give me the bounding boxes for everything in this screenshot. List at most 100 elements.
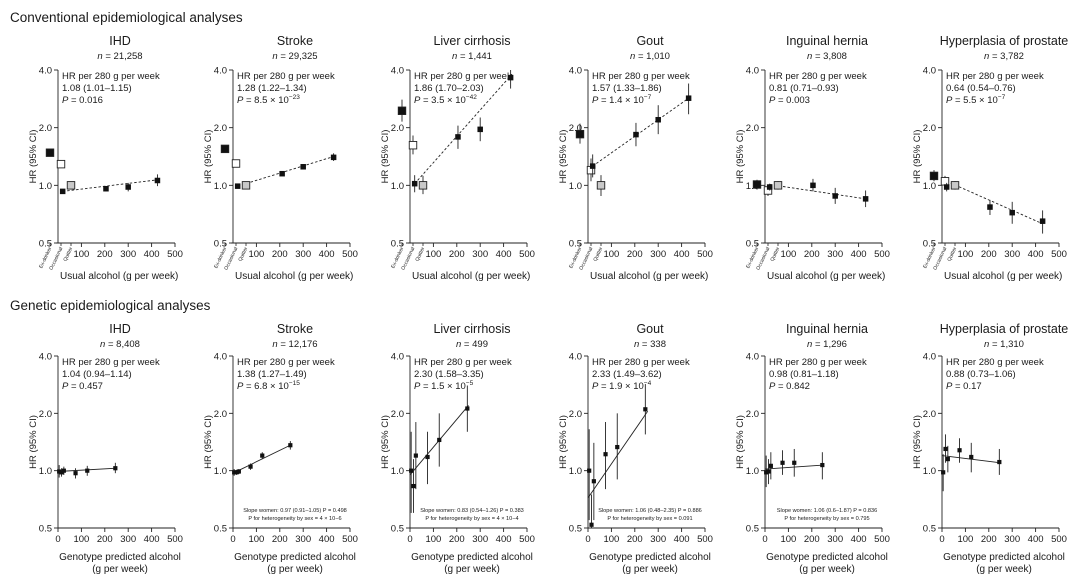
stat-label: HR per 280 g per week [237, 357, 335, 368]
stat-label: HR per 280 g per week [946, 71, 1044, 82]
category-marker-quitter [950, 181, 960, 190]
x-tick-label: 100 [248, 249, 264, 260]
stat-label: HR per 280 g per week [769, 357, 867, 368]
data-point [655, 116, 661, 123]
y-tick-label: 2.0 [746, 123, 759, 134]
category-tick-label: Quitter [947, 246, 959, 262]
x-tick-label: 0 [939, 534, 944, 545]
x-tick-label: 100 [603, 534, 619, 545]
y-tick-label: 2.0 [391, 123, 404, 134]
stat-label: HR per 280 g per week [237, 71, 335, 82]
x-tick-label: 500 [519, 534, 535, 545]
fit-line [946, 180, 1043, 225]
data-point [413, 453, 418, 458]
n-label: n = 499 [456, 339, 488, 350]
y-axis-label: HR (95% CI) [735, 130, 746, 184]
x-tick-label: 300 [472, 534, 488, 545]
y-tick-label: 2.0 [39, 409, 52, 420]
stat-hr-value: 0.81 (0.71–0.93) [769, 83, 839, 94]
y-tick-label: 1.0 [746, 466, 759, 477]
category-marker-exdrinker [220, 144, 230, 154]
data-point [437, 437, 442, 443]
chart-panel-conventional-1: IHD n = 21,258 0.5 1.0 2.0 4.0 HR (95% CI) 100 2… [28, 34, 183, 282]
data-point [997, 459, 1002, 465]
data-point [643, 407, 648, 412]
x-tick-label: 500 [1051, 534, 1067, 545]
category-tick-label: Quitter [63, 246, 75, 262]
y-axis-label: HR (95% CI) [28, 415, 39, 469]
y-axis-label: HR (95% CI) [735, 415, 746, 469]
y-tick-label: 1.0 [923, 466, 936, 477]
stat-p-value: P = 8.5 × 10−23 [237, 94, 300, 106]
y-tick-label: 4.0 [391, 352, 404, 363]
n-label: n = 1,010 [630, 51, 670, 62]
x-tick-label: 200 [981, 249, 997, 260]
y-tick-label: 0.5 [214, 239, 227, 250]
x-tick-label: 200 [981, 534, 997, 545]
chart-panel-conventional-3: Liver cirrhosis n = 1,441 0.5 1.0 2.0 4.0 HR (… [380, 34, 535, 282]
fit-line [414, 72, 514, 184]
y-tick-label: 2.0 [391, 409, 404, 420]
category-marker-exdrinker [45, 148, 55, 157]
data-point [603, 452, 608, 457]
chart-panel-conventional-6: Hyperplasia of prostate n = 3,782 0.5 1.0 2.… [912, 34, 1068, 282]
footnote-slope-women: Slope women: 1.06 (0.6–1.87) P = 0.836 [777, 508, 878, 514]
y-tick-label: 1.0 [214, 466, 227, 477]
n-label: n = 12,176 [272, 339, 317, 350]
data-point [288, 443, 293, 448]
n-label: n = 338 [634, 339, 666, 350]
x-axis-label: Usual alcohol (g per week) [412, 271, 530, 282]
stat-p-value: P = 0.003 [769, 95, 810, 106]
y-axis-label: HR (95% CI) [380, 415, 391, 469]
chart-title: IHD [109, 34, 131, 48]
x-tick-label: 500 [1051, 249, 1067, 260]
x-tick-label: 100 [248, 534, 264, 545]
y-tick-label: 4.0 [39, 66, 52, 77]
y-tick-label: 1.0 [569, 466, 582, 477]
chart-panel-genetic-3: Liver cirrhosis n = 499 0.5 1.0 2.0 4.0 HR (95… [380, 322, 535, 575]
data-point [633, 131, 639, 138]
stat-hr-value: 1.04 (0.94–1.14) [62, 369, 132, 380]
y-tick-label: 2.0 [214, 409, 227, 420]
x-axis-label: Usual alcohol (g per week) [235, 271, 353, 282]
y-tick-label: 4.0 [569, 66, 582, 77]
x-tick-label: 400 [319, 534, 335, 545]
stat-p-value: P = 1.4 × 10−7 [592, 94, 652, 106]
y-tick-label: 0.5 [39, 239, 52, 250]
x-tick-label: 500 [697, 249, 713, 260]
y-tick-label: 4.0 [746, 352, 759, 363]
x-axis-label-units: (g per week) [622, 564, 678, 575]
data-point [465, 406, 470, 411]
stat-label: HR per 280 g per week [769, 71, 867, 82]
data-point [411, 180, 418, 187]
x-tick-label: 100 [73, 534, 89, 545]
data-point [57, 469, 62, 474]
data-point [820, 462, 825, 468]
y-tick-label: 1.0 [746, 181, 759, 192]
category-marker-quitter [596, 181, 606, 190]
x-tick-label: 500 [874, 249, 890, 260]
y-tick-label: 4.0 [923, 352, 936, 363]
stat-p-value: P = 5.5 × 10−7 [946, 94, 1006, 106]
x-tick-label: 300 [1004, 249, 1020, 260]
x-tick-label: 0 [407, 534, 412, 545]
stat-label: HR per 280 g per week [414, 71, 512, 82]
x-tick-label: 400 [851, 534, 867, 545]
y-tick-label: 0.5 [569, 239, 582, 250]
data-point [1039, 218, 1046, 224]
data-point [154, 177, 161, 184]
x-tick-label: 500 [342, 249, 358, 260]
x-tick-label: 300 [650, 249, 666, 260]
data-point [685, 95, 692, 101]
data-point [248, 464, 253, 469]
stat-label: HR per 280 g per week [62, 357, 160, 368]
data-point [125, 184, 131, 190]
data-point [279, 170, 285, 177]
footnote-heterogeneity: P for heterogeneity by sex = 4 × 10−4 [425, 516, 518, 522]
category-marker-exdrinker [575, 129, 585, 139]
footnote-slope-women: Slope women: 0.83 (0.54–1.26) P = 0.383 [420, 508, 524, 514]
x-tick-label: 300 [120, 534, 136, 545]
n-label: n = 3,808 [807, 51, 847, 62]
y-tick-label: 0.5 [391, 524, 404, 535]
x-tick-label: 200 [97, 534, 113, 545]
